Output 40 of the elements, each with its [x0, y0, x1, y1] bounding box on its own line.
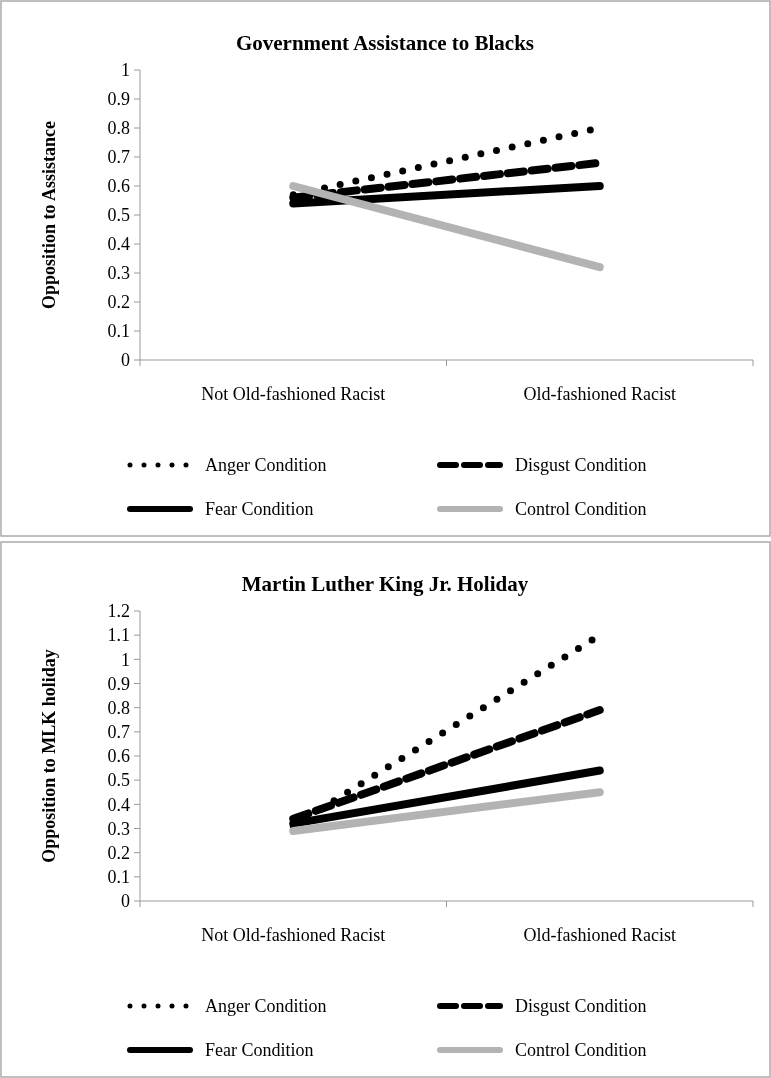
y-tick-label: 0.4: [107, 234, 130, 255]
y-tick-label: 0.3: [107, 263, 130, 284]
x-tick-label: Not Old-fashioned Racist: [201, 925, 386, 945]
y-tick-label: 0.4: [107, 794, 130, 815]
legend-label: Disgust Condition: [515, 455, 647, 476]
y-tick-label: 1.1: [107, 625, 130, 646]
y-tick-label: 1.2: [107, 601, 130, 622]
legend-label: Anger Condition: [205, 996, 327, 1017]
x-tick-label: Not Old-fashioned Racist: [201, 384, 386, 404]
legend-label: Control Condition: [515, 499, 647, 520]
y-tick-label: 0.5: [107, 205, 130, 226]
y-axis-title: Opposition to Assistance: [39, 120, 59, 310]
legend-label: Fear Condition: [205, 1040, 314, 1061]
legend-label: Fear Condition: [205, 499, 314, 520]
chart-title: Government Assistance to Blacks: [235, 31, 535, 55]
y-tick-label: 1: [121, 60, 130, 81]
y-tick-label: 0.7: [107, 722, 130, 743]
y-tick-label: 0.9: [107, 673, 130, 694]
y-tick-label: 0.8: [107, 118, 130, 139]
y-tick-label: 0.7: [107, 147, 130, 168]
y-tick-label: 0.8: [107, 697, 130, 718]
y-tick-label: 0.3: [107, 818, 130, 839]
chart-title: Martin Luther King Jr. Holiday: [241, 572, 529, 596]
y-tick-label: 0.5: [107, 770, 130, 791]
y-tick-label: 0.2: [107, 842, 130, 863]
y-tick-label: 0: [121, 891, 130, 912]
y-tick-label: 0: [121, 350, 130, 371]
y-tick-label: 0.2: [107, 292, 130, 313]
y-tick-label: 0.9: [107, 89, 130, 110]
legend-label: Anger Condition: [205, 455, 327, 476]
y-tick-label: 1: [121, 649, 130, 670]
x-tick-label: Old-fashioned Racist: [523, 925, 676, 945]
legend-label: Disgust Condition: [515, 996, 647, 1017]
y-tick-label: 0.6: [107, 746, 130, 767]
y-tick-label: 0.1: [107, 867, 130, 888]
y-axis-title: Opposition to MLK holiday: [39, 649, 59, 863]
x-tick-label: Old-fashioned Racist: [523, 384, 676, 404]
y-tick-label: 0.1: [107, 321, 130, 342]
y-tick-label: 0.6: [107, 176, 130, 197]
legend-label: Control Condition: [515, 1040, 647, 1061]
